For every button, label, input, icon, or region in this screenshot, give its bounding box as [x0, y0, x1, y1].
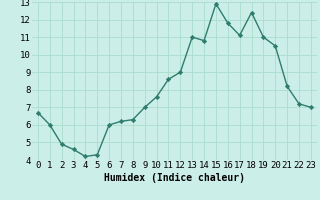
X-axis label: Humidex (Indice chaleur): Humidex (Indice chaleur) — [104, 173, 245, 183]
